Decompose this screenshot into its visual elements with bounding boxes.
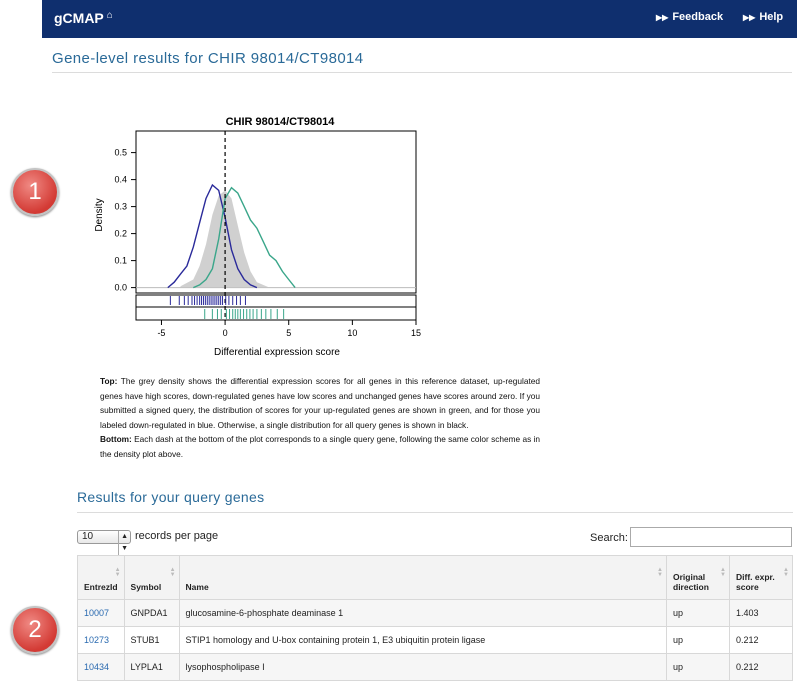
column-label[interactable]: EntrezId: [84, 582, 118, 592]
x-tick-label: 0: [223, 328, 228, 338]
top-text: The grey density shows the differential …: [100, 376, 541, 430]
symbol-cell: LYPLA1: [123, 653, 180, 681]
score-cell: 1.403: [729, 599, 793, 627]
rug-layer: [135, 294, 417, 321]
records-per-page-label: records per page: [135, 530, 219, 542]
symbol-cell: GNPDA1: [123, 599, 180, 627]
column-header-score[interactable]: Diff. expr. score ▲ ▼: [729, 555, 793, 600]
plot-layer: [135, 130, 417, 321]
select-caret-icon[interactable]: ▲ ▼: [118, 531, 128, 555]
brand-name[interactable]: gCMAP: [54, 10, 104, 26]
sort-icon[interactable]: ▲ ▼: [657, 567, 663, 578]
column-header-name[interactable]: Name ▲ ▼: [178, 555, 668, 600]
sort-icon[interactable]: ▲ ▼: [783, 567, 789, 578]
divider: [52, 72, 792, 73]
direction-cell: up: [666, 653, 730, 681]
home-icon[interactable]: ⌂: [106, 10, 113, 21]
sort-icon[interactable]: ▲ ▼: [169, 567, 176, 578]
x-tick-label: -5: [157, 328, 165, 338]
column-header-entrezid[interactable]: EntrezId ▲ ▼: [77, 555, 125, 600]
rug-strip-up: [135, 306, 417, 321]
symbol-cell: STUB1: [123, 626, 180, 654]
entrez-id-link[interactable]: 10434: [84, 662, 110, 672]
rug-strip-down: [135, 294, 417, 308]
y-tick-label: 0.5: [114, 148, 127, 158]
direction-cell: up: [666, 599, 730, 627]
chart-description: Top: The grey density shows the differen…: [100, 374, 540, 461]
table-row: 10273 STUB1 STIP1 homology and U-box con…: [77, 626, 793, 654]
density-line-2: [193, 186, 296, 289]
bottom-text: Each dash at the bottom of the plot corr…: [100, 434, 541, 459]
column-label[interactable]: Symbol: [130, 582, 162, 592]
name-cell: STIP1 homology and U-box containing prot…: [178, 626, 668, 654]
score-cell: 0.212: [729, 653, 793, 681]
help-label[interactable]: Help: [759, 11, 784, 23]
table-row: 10434 LYPLA1 lysophospholipase I up 0.21…: [77, 653, 793, 681]
plot-frame: [135, 130, 417, 294]
y-tick-labels: 0.0 0.1 0.2 0.3 0.4 0.5: [114, 148, 136, 293]
x-tick-label: 5: [286, 328, 291, 338]
name-cell: glucosamine-6-phosphate deaminase 1: [178, 599, 668, 627]
entrez-id-link[interactable]: 10273: [84, 635, 110, 645]
name-cell: lysophospholipase I: [178, 653, 668, 681]
density-line-1: [167, 183, 258, 289]
results-table: EntrezId ▲ ▼ Symbol ▲ ▼ Name ▲ ▼ Original dire…: [77, 555, 793, 681]
density-chart: CHIR 98014/CT98014 Density Differential …: [94, 116, 421, 358]
x-tick-label: 10: [347, 328, 357, 338]
feedback-label[interactable]: Feedback: [672, 11, 724, 23]
sort-icon[interactable]: ▲ ▼: [720, 567, 726, 578]
results-divider: [77, 512, 793, 513]
entrez-id-cell: 10007: [77, 599, 125, 627]
y-axis-label: Density: [94, 198, 105, 231]
bottom-label: Bottom:: [100, 434, 132, 444]
column-label[interactable]: Name: [185, 582, 209, 592]
page-size-value[interactable]: 10: [82, 531, 94, 542]
entrez-id-cell: 10434: [77, 653, 125, 681]
brand-logo[interactable]: gCMAP ⌂: [54, 10, 113, 26]
table-header-row: EntrezId ▲ ▼ Symbol ▲ ▼ Name ▲ ▼ Original dire…: [77, 555, 793, 600]
sort-icon[interactable]: ▲ ▼: [114, 567, 121, 578]
results-title: Results for your query genes: [77, 489, 265, 505]
top-navbar: gCMAP ⌂ ▶▶ Feedback ▶▶ Help: [42, 0, 797, 38]
help-link[interactable]: ▶▶ Help: [743, 11, 783, 23]
y-tick-label: 0.4: [114, 175, 127, 185]
column-label[interactable]: Diff. expr. score: [736, 572, 775, 592]
search-label: Search:: [590, 532, 628, 544]
top-label: Top:: [100, 376, 118, 386]
x-tick-label: 15: [411, 328, 421, 338]
annotation-badge-2: 2: [11, 606, 59, 654]
page-title: Gene-level results for CHIR 98014/CT9801…: [52, 50, 364, 67]
chart-title: CHIR 98014/CT98014: [226, 116, 336, 128]
double-arrow-icon: ▶▶: [656, 13, 669, 22]
search-input[interactable]: [630, 527, 792, 547]
entrez-id-cell: 10273: [77, 626, 125, 654]
annotation-badge-1: 1: [11, 168, 59, 216]
y-tick-label: 0.0: [114, 283, 127, 293]
x-axis-label: Differential expression score: [214, 347, 340, 358]
y-tick-label: 0.2: [114, 229, 127, 239]
entrez-id-link[interactable]: 10007: [84, 608, 110, 618]
column-header-direction[interactable]: Original direction ▲ ▼: [666, 555, 730, 600]
table-row: 10007 GNPDA1 glucosamine-6-phosphate dea…: [77, 599, 793, 627]
score-cell: 0.212: [729, 626, 793, 654]
direction-cell: up: [666, 626, 730, 654]
y-tick-label: 0.1: [114, 256, 127, 266]
page-size-select[interactable]: 10 ▲ ▼: [77, 530, 131, 555]
column-label[interactable]: Original direction: [673, 572, 709, 592]
y-tick-label: 0.3: [114, 202, 127, 212]
column-header-symbol[interactable]: Symbol ▲ ▼: [123, 555, 180, 600]
feedback-link[interactable]: ▶▶ Feedback: [656, 11, 723, 23]
double-arrow-icon: ▶▶: [743, 13, 756, 22]
x-tick-labels: -5 0 5 10 15: [157, 319, 421, 338]
